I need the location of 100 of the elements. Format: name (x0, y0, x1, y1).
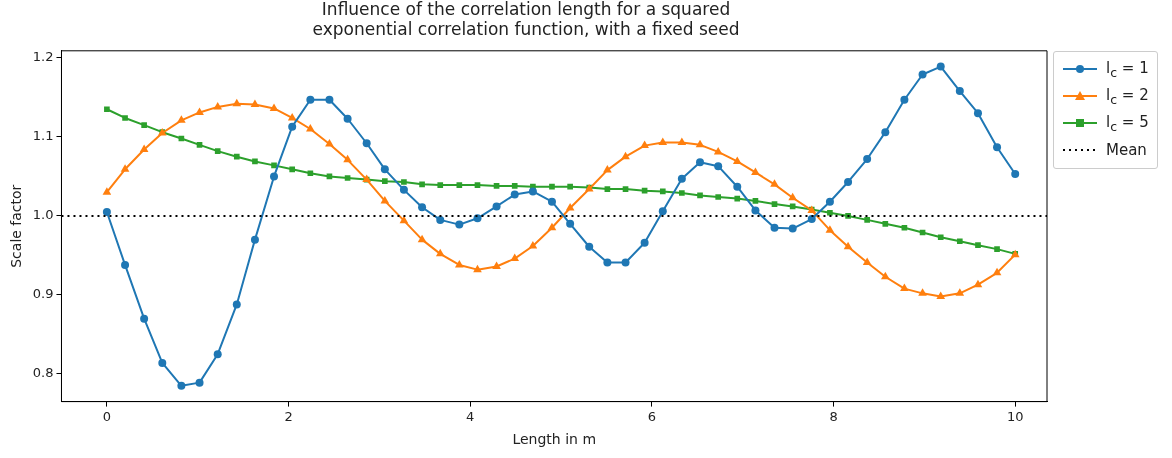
point (528, 187, 537, 196)
point (270, 172, 279, 181)
x-tick-label: 6 (647, 408, 657, 424)
point (621, 151, 630, 160)
point (994, 246, 1000, 252)
point (195, 378, 204, 387)
point (528, 240, 538, 249)
point (214, 148, 221, 154)
point (696, 158, 705, 167)
point (733, 182, 742, 191)
point (752, 198, 759, 204)
point (640, 140, 649, 149)
point (473, 214, 482, 223)
point (992, 267, 1002, 276)
point (732, 156, 742, 164)
point (715, 194, 722, 200)
point (770, 179, 779, 187)
point (177, 381, 186, 390)
point (993, 143, 1002, 152)
x-axis-title: Length in m (512, 431, 597, 448)
point (827, 209, 833, 216)
point (679, 190, 685, 196)
x-tick-label: 0 (102, 408, 112, 424)
point (455, 220, 464, 229)
point (473, 264, 482, 273)
point (1011, 170, 1020, 179)
point (102, 187, 112, 195)
point (196, 141, 203, 148)
point (436, 215, 445, 224)
point (343, 114, 352, 123)
point (232, 98, 242, 107)
point (306, 124, 315, 132)
point (659, 188, 666, 195)
point (195, 107, 204, 115)
point (881, 128, 890, 137)
point (362, 139, 371, 148)
point (380, 195, 390, 204)
point (788, 192, 797, 201)
point (380, 165, 389, 174)
point (901, 224, 908, 231)
point (141, 122, 147, 128)
x-tick-label: 4 (466, 408, 475, 424)
point (401, 179, 407, 185)
point (956, 238, 963, 245)
point (547, 197, 556, 206)
point (399, 215, 409, 224)
point (955, 288, 965, 296)
point (864, 217, 870, 223)
point (734, 195, 741, 202)
point (288, 122, 297, 131)
point (918, 288, 927, 296)
point (936, 62, 945, 71)
point (213, 101, 223, 110)
point (622, 186, 629, 192)
point (713, 146, 723, 155)
point (456, 182, 463, 188)
point (882, 221, 889, 227)
legend-label: l$_{c}$ = 1 (1106, 58, 1149, 80)
point (510, 253, 520, 262)
point (640, 238, 649, 247)
point (307, 170, 314, 177)
point (567, 183, 573, 190)
point (771, 201, 778, 207)
point (936, 291, 946, 300)
point (973, 279, 983, 288)
chart-title: Influence of the correlation length for a squared exponential correlation function, with a fixed seed (312, 0, 740, 40)
point (621, 258, 630, 267)
point (807, 215, 816, 224)
point (510, 190, 519, 199)
point (419, 181, 425, 188)
point (603, 258, 612, 267)
point (140, 314, 149, 323)
legend-label: l$_{c}$ = 2 (1106, 85, 1149, 107)
point (585, 242, 594, 251)
point (474, 182, 481, 188)
y-axis-title: Scale factor (8, 184, 25, 268)
point (252, 158, 258, 165)
point (918, 70, 927, 79)
point (511, 183, 518, 189)
y-tick-label: 1.2 (32, 49, 54, 65)
point (120, 164, 130, 172)
legend-label: l$_{c}$ = 5 (1106, 112, 1149, 134)
point (604, 186, 611, 192)
point (493, 183, 500, 189)
point (880, 271, 890, 280)
point (788, 224, 797, 233)
point (825, 197, 834, 206)
point (104, 106, 110, 113)
point (549, 183, 555, 190)
point (566, 219, 575, 228)
point (751, 167, 760, 175)
point (343, 154, 352, 163)
y-tick-label: 1.1 (32, 128, 54, 144)
point (437, 182, 444, 188)
y-tick-label: 1.0 (32, 207, 54, 223)
point (677, 137, 687, 145)
point (213, 350, 222, 359)
x-tick-label: 2 (284, 408, 293, 424)
y-tick-label: 0.8 (32, 365, 54, 381)
legend-label: Mean (1106, 141, 1147, 160)
